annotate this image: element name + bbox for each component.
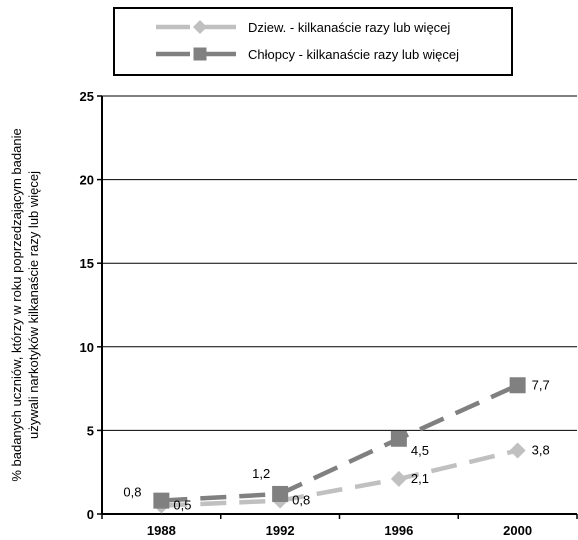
data-label-dziew: 3,8 <box>532 442 550 457</box>
data-point-dziew <box>509 442 526 459</box>
data-point-dziew <box>390 470 407 487</box>
data-label-dziew: 2,1 <box>411 471 429 486</box>
y-tick-label: 25 <box>80 89 94 104</box>
data-label-chlopcy: 7,7 <box>532 377 550 392</box>
x-tick-label: 1992 <box>266 523 295 538</box>
y-tick-label: 10 <box>80 340 94 355</box>
data-label-chlopcy: 1,2 <box>252 466 270 481</box>
y-tick-label: 5 <box>87 423 94 438</box>
legend-marker-chlopcy <box>193 47 207 61</box>
legend: Dziew. - kilkanaście razy lub więcej Chło… <box>113 7 513 76</box>
legend-label-chlopcy: Chłopcy - kilkanaście razy lub więcej <box>248 47 459 62</box>
plot-area: 0 5 10 15 20 25 1988 1992 1996 2000 0,5 0,8 2,1 3,8 0,… <box>80 89 578 538</box>
y-axis-title-line2: używali narkotyków kilkanaście razy lub … <box>26 171 41 439</box>
y-tick-label: 15 <box>80 256 94 271</box>
x-tick-label: 1996 <box>384 523 413 538</box>
data-label-dziew: 0,5 <box>173 498 191 513</box>
legend-box <box>113 7 513 76</box>
data-label-chlopcy: 0,8 <box>123 485 141 500</box>
data-point-chlopcy <box>272 485 289 502</box>
y-axis-title-line1: % badanych uczniów, którzy w roku poprze… <box>9 128 24 481</box>
series-line-dziew <box>161 448 519 508</box>
data-label-dziew: 0,8 <box>292 493 310 508</box>
data-point-chlopcy <box>390 430 407 447</box>
y-tick-label: 0 <box>87 507 94 522</box>
legend-marker-dziew <box>193 20 207 34</box>
data-label-chlopcy: 4,5 <box>411 443 429 458</box>
x-tick-label: 1988 <box>147 523 176 538</box>
x-tick-label: 2000 <box>503 523 532 538</box>
data-point-chlopcy <box>153 492 170 509</box>
legend-label-dziew: Dziew. - kilkanaście razy lub więcej <box>248 20 450 35</box>
series-line-chlopcy <box>161 383 519 503</box>
y-tick-label: 20 <box>80 173 94 188</box>
data-point-chlopcy <box>509 377 526 394</box>
